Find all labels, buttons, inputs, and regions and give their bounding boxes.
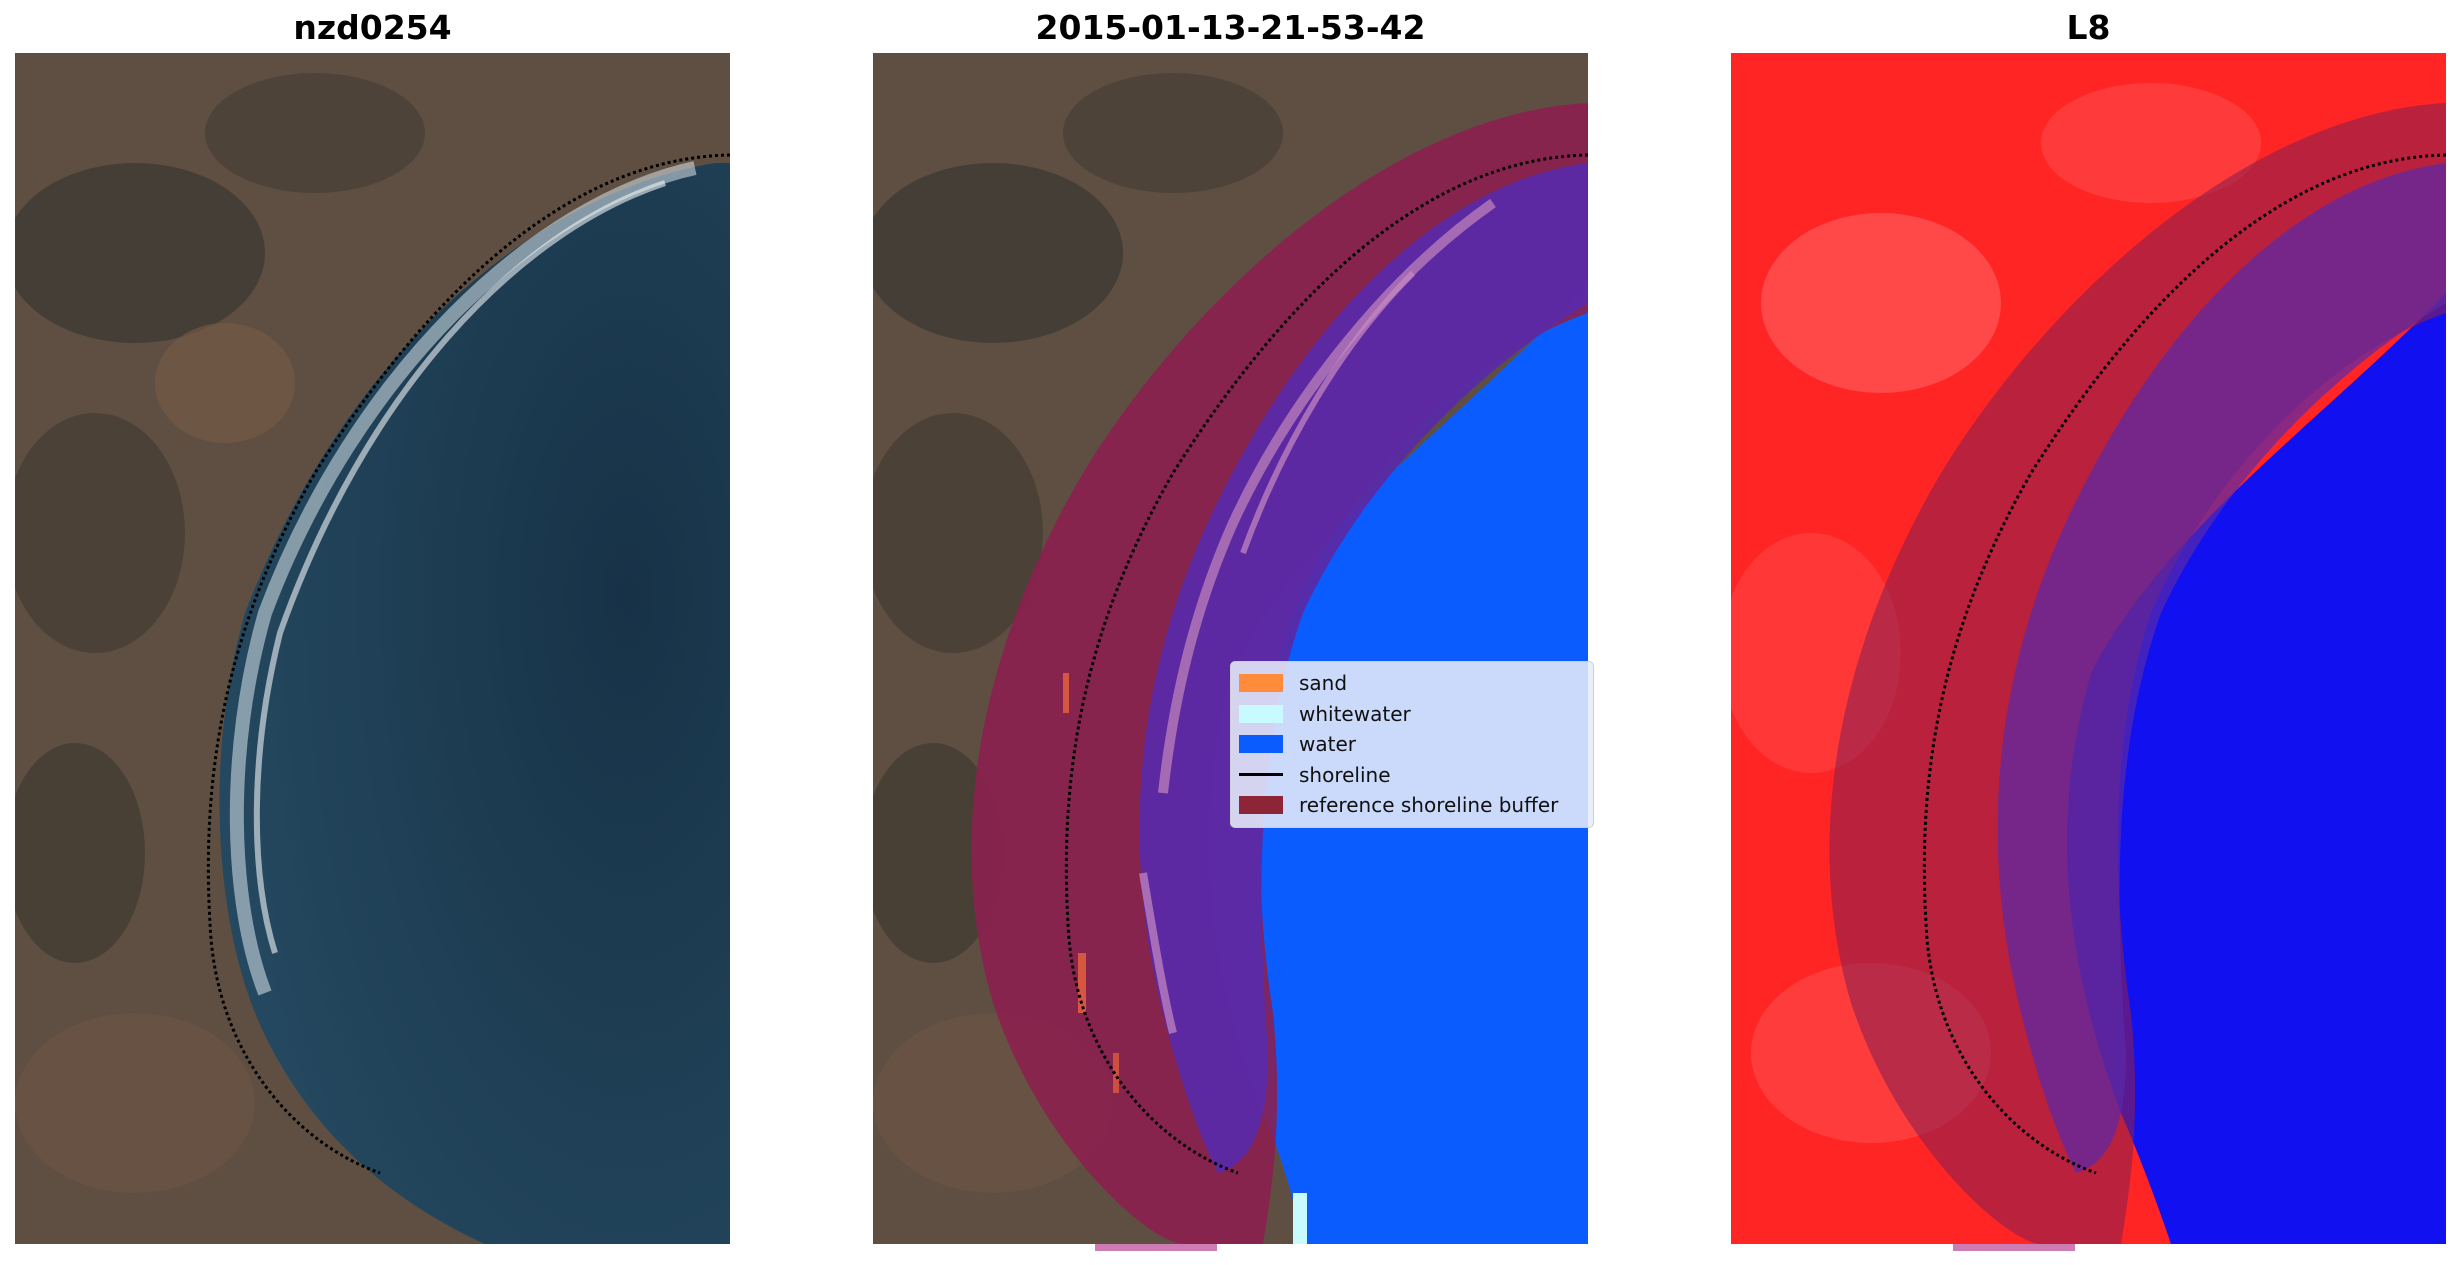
whitewater-swatch xyxy=(1239,704,1283,723)
buffer-edge-stub xyxy=(1095,1244,1217,1251)
buffer-edge-stub xyxy=(1953,1244,2075,1251)
shoreline-line xyxy=(206,153,730,1175)
shoreline-line xyxy=(1922,153,2446,1175)
rgb-image xyxy=(15,53,730,1244)
panel-title-image: nzd0254 xyxy=(293,8,452,47)
legend-item-water: water xyxy=(1239,729,1585,760)
panel-title-index: L8 xyxy=(2066,8,2111,47)
buffer-swatch xyxy=(1239,796,1283,815)
legend-label: shoreline xyxy=(1299,762,1391,787)
legend-item-sand: sand xyxy=(1239,668,1585,699)
rgb-image-panel xyxy=(15,53,730,1244)
index-image xyxy=(1731,53,2446,1244)
legend-label: reference shoreline buffer xyxy=(1299,793,1559,818)
legend-item-whitewater: whitewater xyxy=(1239,699,1585,730)
shoreline-swatch xyxy=(1239,773,1283,777)
index-panel xyxy=(1731,53,2446,1244)
sand-swatch xyxy=(1239,674,1283,693)
water-index-area xyxy=(2067,293,2446,1244)
legend-label: water xyxy=(1299,732,1356,757)
classification-image xyxy=(873,53,1588,1244)
legend-label: sand xyxy=(1299,671,1348,696)
legend-item-buffer: reference shoreline buffer xyxy=(1239,790,1585,821)
legend-item-shoreline: shoreline xyxy=(1239,760,1585,791)
legend: sand whitewater water shoreline referenc… xyxy=(1230,661,1594,828)
water-swatch xyxy=(1239,735,1283,754)
shoreline-line xyxy=(1064,153,1588,1175)
panel-title-classification: 2015-01-13-21-53-42 xyxy=(1035,8,1426,47)
classification-panel xyxy=(873,53,1588,1244)
legend-label: whitewater xyxy=(1299,701,1411,726)
sea-area xyxy=(219,163,730,1244)
